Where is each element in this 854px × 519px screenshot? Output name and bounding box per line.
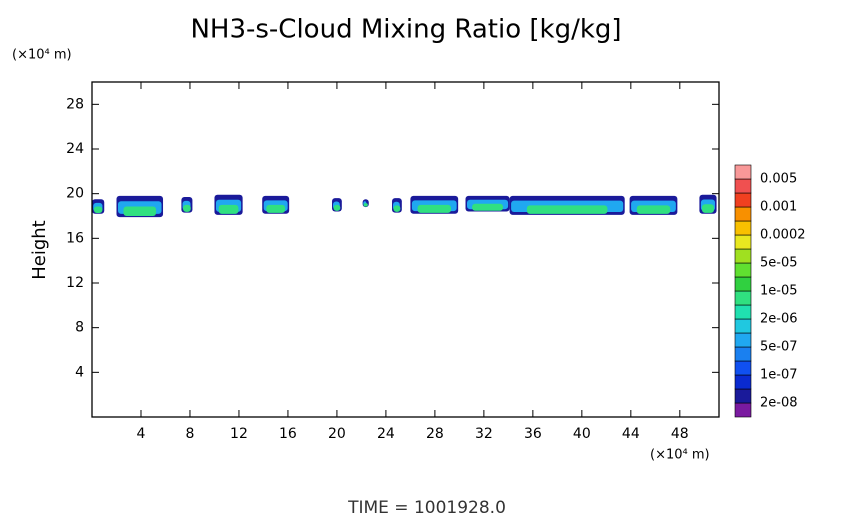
cloud-cell-core — [417, 204, 451, 213]
x-tick-label: 20 — [328, 426, 346, 442]
colorbar-swatch — [734, 276, 752, 292]
y-axis-label: Height — [29, 220, 50, 280]
x-tick-label: 24 — [377, 426, 395, 442]
cloud-cell-core — [701, 204, 714, 213]
colorbar-swatch — [734, 346, 752, 362]
colorbar-label: 0.005 — [760, 172, 797, 187]
y-tick-label: 4 — [75, 364, 84, 380]
cloud-cell-core — [218, 204, 239, 214]
cloud-cell-core — [93, 206, 103, 214]
x-tick-label: 36 — [524, 426, 542, 442]
y-tick-label: 24 — [66, 141, 84, 157]
y-unit: (×10⁴ m) — [12, 48, 72, 63]
colorbar-swatch — [734, 304, 752, 320]
colorbar-swatch — [734, 220, 752, 236]
colorbar-swatch — [734, 332, 752, 348]
y-tick-label: 28 — [66, 96, 84, 112]
colorbar-swatch — [734, 206, 752, 222]
colorbar-swatch — [734, 178, 752, 194]
x-tick-label: 28 — [426, 426, 444, 442]
cloud-cell-core — [526, 205, 608, 214]
cloud-cell-core — [636, 205, 671, 214]
colorbar-label: 2e-08 — [760, 396, 798, 411]
colorbar-label: 5e-07 — [760, 340, 798, 355]
colorbar-swatch — [734, 192, 752, 208]
cloud-cell-core — [363, 203, 368, 207]
cloud-cell-core — [393, 205, 401, 212]
colorbar-swatch — [734, 248, 752, 264]
y-tick-label: 16 — [66, 230, 84, 246]
x-unit: (×10⁴ m) — [650, 448, 710, 463]
colorbar-swatch — [734, 234, 752, 250]
cloud-cell-core — [472, 203, 503, 211]
colorbar-swatch — [734, 262, 752, 278]
x-tick-label: 40 — [573, 426, 591, 442]
x-tick-label: 4 — [137, 426, 146, 442]
cloud-cell-core — [183, 204, 191, 212]
chart-title: NH3-s-Cloud Mixing Ratio [kg/kg] — [190, 15, 621, 45]
x-tick-label: 32 — [475, 426, 493, 442]
plot-frame — [91, 81, 720, 418]
x-tick-label: 48 — [671, 426, 689, 442]
colorbar-swatch — [734, 360, 752, 376]
x-tick-label: 8 — [186, 426, 195, 442]
colorbar-swatch — [734, 290, 752, 306]
cloud-cell-core — [123, 206, 157, 217]
colorbar-swatch — [734, 402, 752, 418]
y-tick-label: 8 — [75, 320, 84, 336]
colorbar-label: 0.001 — [760, 200, 797, 215]
cloud-cell-core — [266, 204, 286, 213]
x-tick-label: 16 — [279, 426, 297, 442]
colorbar-label: 5e-05 — [760, 256, 798, 271]
colorbar-label: 2e-06 — [760, 312, 798, 327]
x-tick-label: 44 — [622, 426, 640, 442]
colorbar-label: 1e-05 — [760, 284, 798, 299]
colorbar-swatch — [734, 318, 752, 334]
colorbar-swatch — [734, 374, 752, 390]
y-tick-label: 20 — [66, 186, 84, 202]
colorbar-label: 0.0002 — [760, 228, 806, 243]
y-tick-label: 12 — [66, 275, 84, 291]
colorbar-swatch — [734, 388, 752, 404]
x-tick-label: 12 — [230, 426, 248, 442]
colorbar-swatch — [734, 164, 752, 180]
footer: TIME = 1001928.0 — [347, 498, 506, 518]
cloud-cell-core — [333, 204, 341, 211]
colorbar-label: 1e-07 — [760, 368, 798, 383]
